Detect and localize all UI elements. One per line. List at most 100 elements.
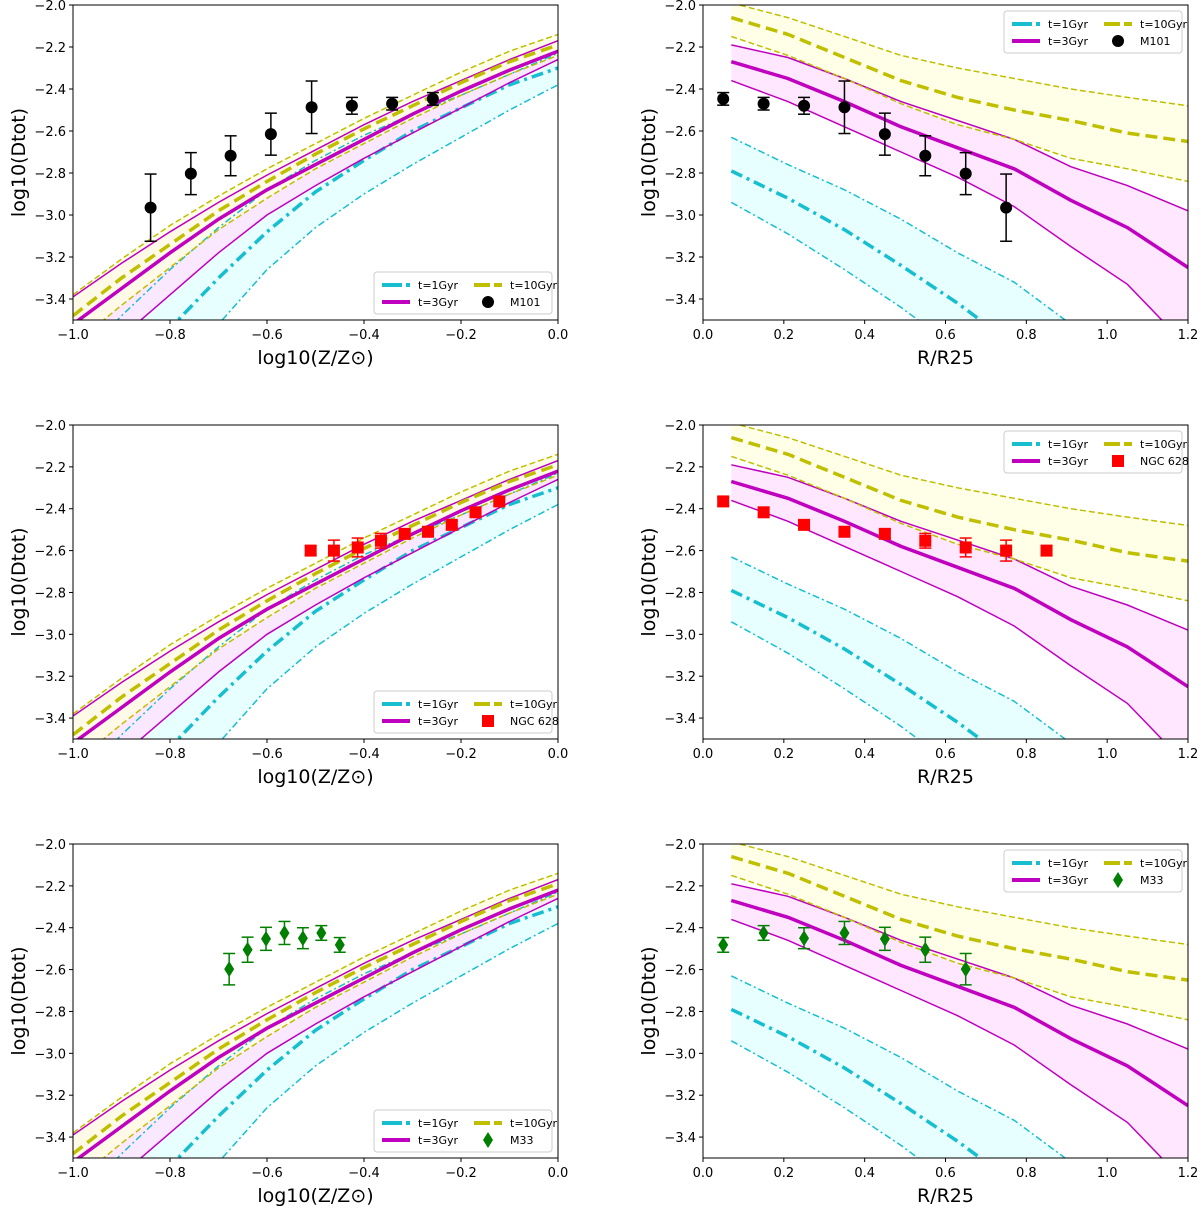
legend-frame (1003, 430, 1183, 474)
y-tick-label: −2.2 (664, 41, 696, 56)
y-tick-label: −2.8 (34, 1005, 66, 1020)
legend-label: M101 (1140, 35, 1171, 48)
y-tick-label: −2.0 (34, 419, 66, 434)
model-line-t10-upper (736, 5, 1188, 107)
marker-diamond (920, 941, 931, 958)
y-axis-label: log10(Dtot) (8, 946, 30, 1055)
legend: t=1Gyr t=3Gyr t=10Gyr NGC 628 (1003, 430, 1189, 474)
band-t1 (117, 892, 558, 1158)
model-line-t3-mid (730, 898, 1188, 1108)
data-point-m101 (1000, 173, 1013, 242)
y-tick-label: −3.2 (34, 251, 66, 266)
legend-label: t=1Gyr (418, 1117, 459, 1130)
y-tick-label: −2.4 (664, 922, 696, 937)
data-point-m101 (184, 151, 197, 196)
band-t3 (73, 40, 558, 320)
marker-square (422, 525, 435, 538)
data-point-ngc628 (838, 525, 851, 538)
data-point-m33 (278, 920, 291, 946)
plot-area (73, 872, 558, 1158)
marker-diamond (316, 924, 327, 941)
data-point-m33 (315, 924, 328, 942)
model-line-t1-mid (730, 588, 984, 739)
y-tick-label: −2.0 (664, 0, 696, 14)
y-tick-label: −2.4 (664, 503, 696, 518)
legend-label: t=10Gyr (510, 698, 558, 711)
y-tick-label: −2.6 (664, 545, 696, 560)
band-t1 (731, 975, 1066, 1158)
data-point-m33 (241, 936, 254, 964)
marker-circle (386, 97, 399, 110)
model-line-t10-mid (73, 463, 558, 737)
data-point-ngc628 (717, 495, 730, 508)
legend-marker-circle (482, 296, 494, 308)
model-line-t3-mid (75, 49, 558, 320)
legend-label: t=1Gyr (418, 279, 459, 292)
band-t10 (731, 5, 1188, 182)
model-line-t10-mid (730, 435, 1188, 563)
y-tick-label: −2.8 (664, 167, 696, 182)
x-tick-label: −1.0 (57, 747, 89, 762)
data-point-m101 (386, 96, 399, 111)
model-line-t10-upper (73, 33, 558, 296)
y-tick-label: −3.2 (664, 1089, 696, 1104)
marker-square (398, 527, 411, 540)
axes-frame (72, 4, 559, 321)
x-tick-label: 0.6 (935, 747, 956, 762)
x-tick-label: −0.4 (348, 1166, 380, 1181)
y-tick-label: −2.4 (34, 922, 66, 937)
legend-label: t=10Gyr (510, 1117, 558, 1130)
legend-label: t=1Gyr (418, 698, 459, 711)
data-point-m101 (959, 151, 972, 196)
model-line-t1-mid (730, 169, 984, 320)
marker-circle (1000, 201, 1013, 214)
data-point-ngc628 (798, 518, 811, 531)
legend-label: t=3Gyr (1048, 35, 1089, 48)
model-line-t3-mid (730, 479, 1188, 689)
y-tick-label: −2.4 (34, 503, 66, 518)
data-point-ngc628 (422, 525, 435, 538)
data-point-m101 (878, 112, 891, 156)
panel-metallicity-NGC628: −1.0 −0.8 −0.6 −0.4 −0.2 0.0 −2.0 −2.2 −2.4 −2.6 −… (8, 419, 568, 788)
panel-radius-M101: 0.0 0.2 0.4 0.6 0.8 1.0 1.2 −2.0 −2.2 −2.4 −2.6 −2.… (638, 0, 1198, 369)
marker-circle (959, 167, 972, 180)
marker-circle (757, 97, 770, 110)
x-tick-label: −0.6 (251, 328, 283, 343)
marker-circle (305, 101, 318, 114)
data-point-ngc628 (304, 544, 317, 557)
marker-diamond (224, 961, 235, 978)
model-line-t10-upper (73, 453, 558, 715)
model-line-t1-mid (730, 1007, 984, 1158)
band-t3 (73, 460, 558, 739)
x-tick-label: 1.0 (1097, 1166, 1118, 1181)
marker-diamond (758, 924, 769, 941)
legend-frame (1003, 849, 1183, 893)
y-axis-label: log10(Dtot) (8, 108, 30, 217)
model-line-t3-upper (731, 44, 1188, 212)
model-line-t3-upper (731, 464, 1188, 631)
x-tick-label: −0.2 (445, 1166, 477, 1181)
band-t3 (731, 883, 1188, 1158)
panel-radius-NGC628: 0.0 0.2 0.4 0.6 0.8 1.0 1.2 −2.0 −2.2 −2.4 −2.6 −2.… (638, 419, 1198, 788)
marker-circle (264, 128, 277, 141)
model-line-t3-lower (139, 478, 558, 739)
data-point-m101 (838, 80, 851, 135)
model-line-t10-mid (730, 15, 1188, 144)
legend-label: t=1Gyr (1048, 18, 1089, 31)
x-tick-label: 0.0 (693, 747, 714, 762)
plot-area (73, 453, 558, 739)
y-tick-label: −2.6 (664, 125, 696, 140)
x-tick-label: −0.4 (348, 328, 380, 343)
x-tick-label: 0.4 (854, 747, 875, 762)
plot-area (717, 844, 1188, 1158)
legend: t=1Gyr t=3Gyr t=10Gyr NGC 628 (373, 690, 559, 734)
marker-circle (878, 128, 891, 141)
data-point-ngc628 (374, 532, 387, 549)
y-tick-label: −2.4 (664, 83, 696, 98)
marker-circle (919, 149, 932, 162)
band-t3 (73, 879, 558, 1158)
y-tick-label: −2.2 (664, 461, 696, 476)
marker-diamond (261, 930, 272, 947)
data-point-ngc628 (919, 532, 932, 549)
legend-label: t=10Gyr (1140, 438, 1188, 451)
